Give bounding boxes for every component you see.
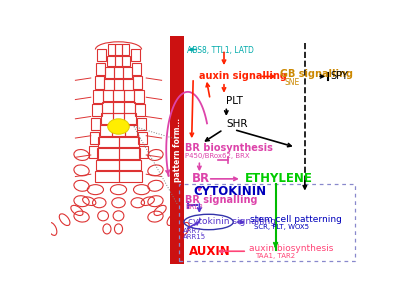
Text: pattern form...: pattern form... [172,118,181,182]
Text: cytokinin signalling: cytokinin signalling [188,217,276,227]
Text: TAA1, TAR2: TAA1, TAR2 [255,253,295,259]
Bar [170,36,184,264]
Text: ARR7,: ARR7, [183,228,204,234]
Text: ETHYLENE: ETHYLENE [245,172,313,185]
Text: P450/BRox62, BRX: P450/BRox62, BRX [185,153,250,159]
Text: SPY: SPY [330,72,348,81]
Text: auxin biosynthesis: auxin biosynthesis [250,244,334,253]
Text: BR biosynthesis: BR biosynthesis [185,143,273,153]
Text: BR: BR [192,172,210,185]
Text: auxin signalling: auxin signalling [199,72,287,81]
Text: BRL3: BRL3 [185,204,203,210]
Text: stem cell patterning: stem cell patterning [250,215,342,224]
Text: SNE: SNE [284,78,299,87]
Text: CYTOKININ: CYTOKININ [193,185,266,198]
Text: AUXIN: AUXIN [189,245,231,258]
Text: ARR15: ARR15 [183,234,206,240]
Ellipse shape [108,119,129,134]
Text: SCR, PLT, WOX5: SCR, PLT, WOX5 [254,224,309,230]
Text: PLT: PLT [226,96,243,106]
Text: BR signalling: BR signalling [185,195,258,206]
Text: SHR: SHR [226,119,248,129]
Bar [179,184,355,261]
Text: GB signalling: GB signalling [280,69,353,79]
Text: ABS8, TTL1, LATD: ABS8, TTL1, LATD [187,46,254,55]
